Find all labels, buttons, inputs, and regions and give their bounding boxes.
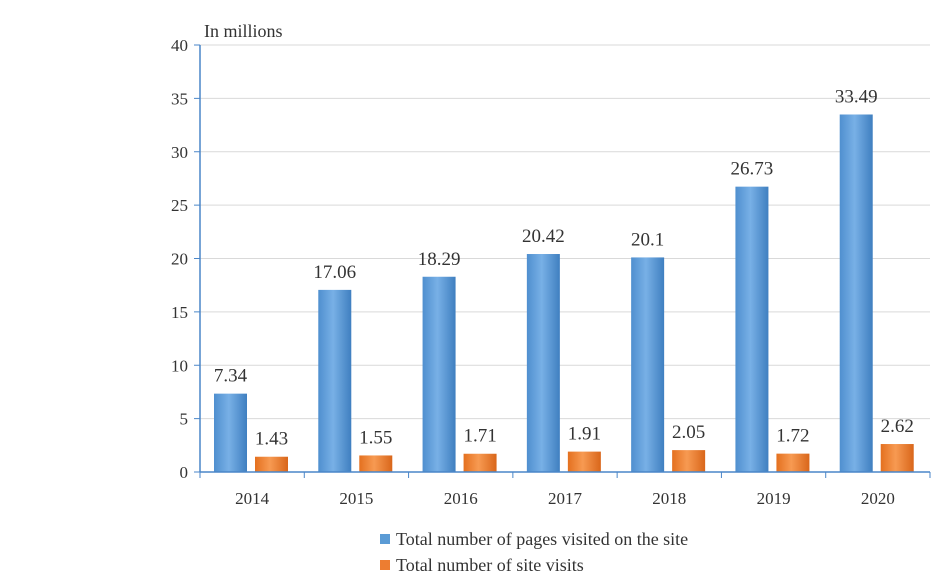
legend-label-visits: Total number of site visits (396, 554, 584, 575)
bar-site-visits (776, 453, 810, 472)
bar-pages-visited (735, 186, 769, 472)
data-label: 2.05 (672, 422, 705, 443)
bar-pages-visited (318, 289, 352, 472)
y-tick-label: 10 (171, 356, 188, 375)
x-tick-label: 2014 (235, 489, 270, 508)
data-label: 17.06 (313, 262, 356, 283)
y-tick-label: 5 (180, 410, 189, 429)
gridlines (200, 44, 930, 420)
x-tick-label: 2015 (339, 489, 373, 508)
data-label: 2.62 (881, 416, 914, 437)
bar-pages-visited (214, 393, 247, 472)
y-tick-label: 20 (171, 250, 188, 269)
bar-pages-visited (526, 254, 560, 472)
y-tick-label: 30 (171, 143, 188, 162)
bar-site-visits (463, 453, 497, 472)
y-tick-label: 15 (171, 303, 188, 322)
data-label: 20.1 (631, 229, 664, 250)
y-axis-ticks: 0 5 10 15 20 25 30 35 40 (171, 36, 200, 482)
x-axis-ticks: 2014 2015 2016 2017 2018 2019 2020 (199, 472, 931, 508)
x-tick-label: 2016 (444, 489, 478, 508)
data-label: 1.91 (568, 424, 601, 445)
data-label: 20.42 (522, 226, 565, 247)
bar-pages-visited (839, 114, 873, 472)
data-label: 7.34 (214, 366, 248, 387)
x-tick-label: 2018 (652, 489, 686, 508)
y-tick-label: 40 (171, 36, 188, 55)
bar-pages-visited (422, 276, 456, 472)
bar-site-visits (880, 444, 914, 472)
bars (214, 114, 914, 472)
y-tick-label: 25 (171, 196, 188, 215)
legend-item-visits: Total number of site visits (380, 552, 688, 578)
y-tick-label: 35 (171, 89, 188, 108)
data-labels: 7.34 1.43 17.06 1.55 18.29 1.71 20.42 1.91 20.1 2… (214, 86, 914, 449)
data-label: 1.43 (255, 429, 288, 450)
bar-chart: 0 5 10 15 20 25 30 35 40 7.34 1.43 17.06 1.55 18.29 1… (171, 21, 931, 508)
x-tick-label: 2020 (861, 489, 895, 508)
data-label: 26.73 (731, 159, 774, 180)
x-tick-label: 2017 (548, 489, 583, 508)
legend-label-pages: Total number of pages visited on the sit… (396, 528, 689, 549)
data-label: 33.49 (835, 86, 878, 107)
y-axis-unit-label: In millions (204, 21, 283, 41)
y-tick-label: 0 (180, 463, 189, 482)
legend-item-pages: Total number of pages visited on the sit… (380, 526, 688, 552)
data-label: 1.72 (776, 426, 809, 447)
bar-site-visits (255, 456, 288, 472)
x-tick-label: 2019 (757, 489, 791, 508)
data-label: 18.29 (418, 249, 461, 270)
data-label: 1.71 (463, 426, 496, 447)
legend-swatch-visits (380, 560, 390, 570)
bar-site-visits (359, 455, 393, 472)
legend-swatch-pages (380, 534, 390, 544)
data-label: 1.55 (359, 427, 392, 448)
bar-site-visits (567, 451, 601, 472)
bar-site-visits (672, 450, 706, 472)
legend: Total number of pages visited on the sit… (380, 526, 688, 578)
bar-pages-visited (631, 257, 665, 472)
